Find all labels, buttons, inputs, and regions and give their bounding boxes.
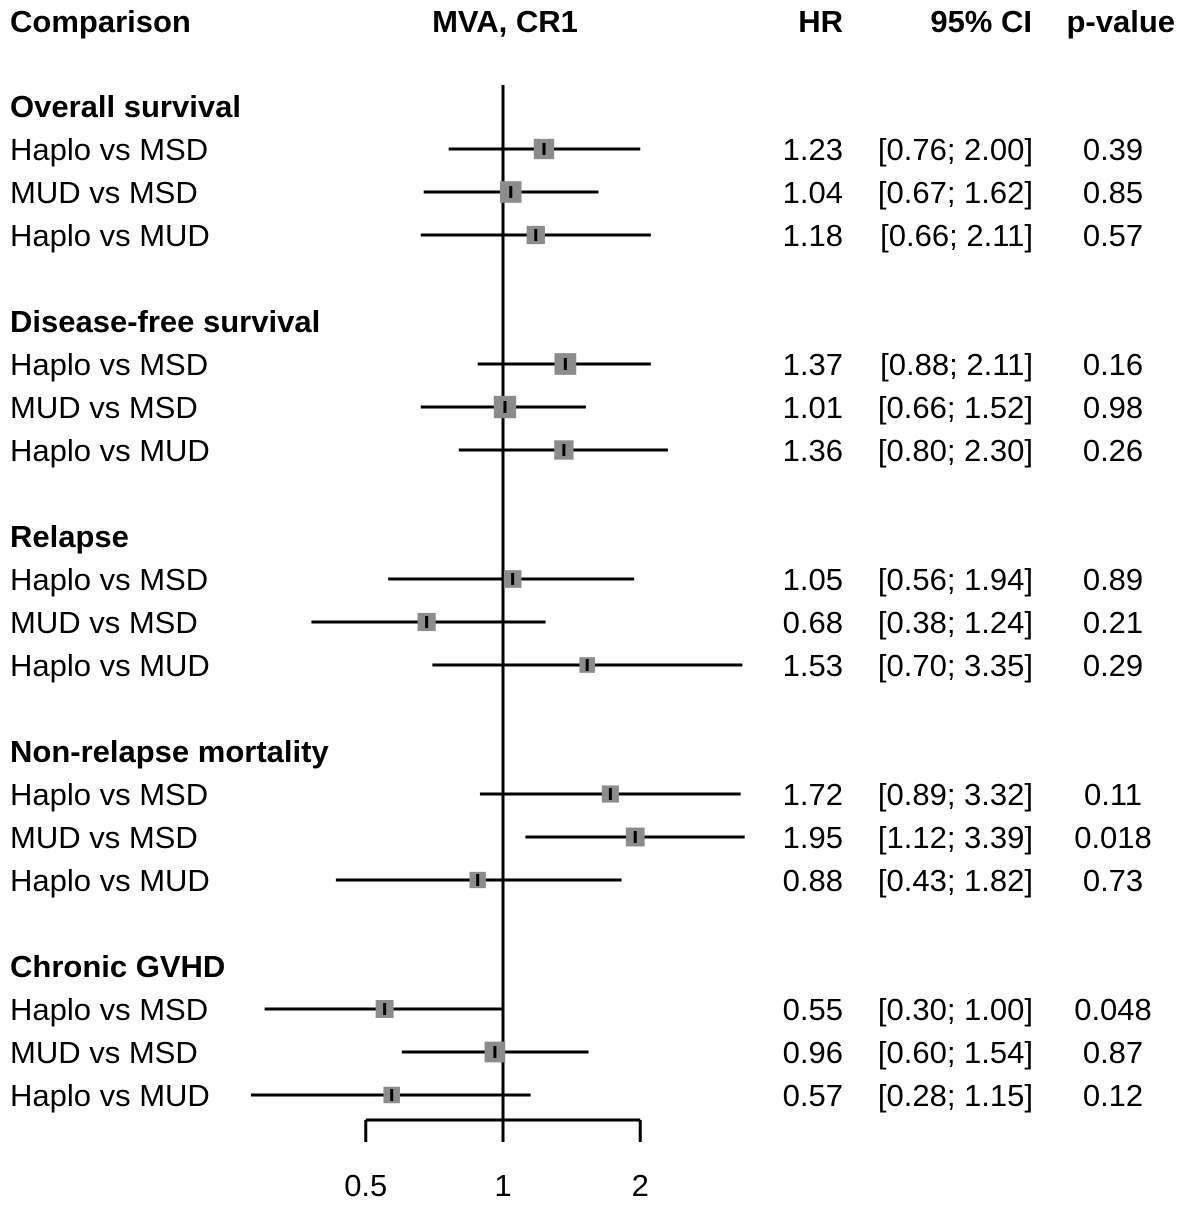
hr-value: 0.57 <box>783 1078 843 1113</box>
hr-value: 0.55 <box>783 992 843 1027</box>
p-value: 0.73 <box>1083 863 1143 898</box>
group-heading: Non-relapse mortality <box>10 734 329 769</box>
hr-value: 1.05 <box>783 562 843 597</box>
p-value: 0.98 <box>1083 390 1143 425</box>
ci-value: [0.66; 1.52] <box>878 390 1033 425</box>
x-axis: 0.5 1 2 <box>344 1118 649 1203</box>
p-value: 0.16 <box>1083 347 1143 382</box>
row-label: MUD vs MSD <box>10 1035 198 1070</box>
row-label: Haplo vs MSD <box>10 562 208 597</box>
p-value: 0.57 <box>1083 218 1143 253</box>
ci-value: [0.80; 2.30] <box>878 433 1033 468</box>
group-heading: Disease-free survival <box>10 304 320 339</box>
p-value: 0.018 <box>1074 820 1152 855</box>
ci-value: [0.88; 2.11] <box>880 347 1033 382</box>
x-tick-label: 2 <box>632 1168 649 1203</box>
ci-value: [0.56; 1.94] <box>878 562 1033 597</box>
ci-value: [1.12; 3.39] <box>878 820 1033 855</box>
hr-value: 0.68 <box>783 605 843 640</box>
hr-value: 0.88 <box>783 863 843 898</box>
row-label: Haplo vs MUD <box>10 1078 210 1113</box>
row-label: Haplo vs MUD <box>10 218 210 253</box>
header-ci: 95% CI <box>930 4 1032 39</box>
ci-value: [0.66; 2.11] <box>880 218 1033 253</box>
group-heading: Chronic GVHD <box>10 949 225 984</box>
row-label: MUD vs MSD <box>10 175 198 210</box>
row-label: Haplo vs MSD <box>10 132 208 167</box>
p-value: 0.11 <box>1084 777 1142 812</box>
group-heading: Relapse <box>10 519 129 554</box>
header-plot-title: MVA, CR1 <box>432 4 578 39</box>
header-p-value: p-value <box>1066 4 1175 39</box>
hr-value: 1.18 <box>783 218 843 253</box>
group-heading: Overall survival <box>10 89 241 124</box>
p-value: 0.29 <box>1083 648 1143 683</box>
p-value: 0.12 <box>1083 1078 1143 1113</box>
x-tick-label: 0.5 <box>344 1168 387 1203</box>
plot-layer: Overall survival Haplo vs MSD 1.23 [0.76; 2… <box>10 89 1152 1113</box>
hr-value: 1.72 <box>783 777 843 812</box>
header-hr: HR <box>798 4 843 39</box>
row-label: MUD vs MSD <box>10 390 198 425</box>
hr-value: 1.23 <box>783 132 843 167</box>
p-value: 0.048 <box>1074 992 1152 1027</box>
ci-value: [0.43; 1.82] <box>878 863 1033 898</box>
ci-value: [0.30; 1.00] <box>878 992 1033 1027</box>
row-label: MUD vs MSD <box>10 820 198 855</box>
row-label: Haplo vs MSD <box>10 992 208 1027</box>
ci-value: [0.89; 3.32] <box>878 777 1033 812</box>
ci-value: [0.70; 3.35] <box>878 648 1033 683</box>
row-label: Haplo vs MUD <box>10 648 210 683</box>
hr-value: 1.36 <box>783 433 843 468</box>
hr-value: 1.04 <box>783 175 843 210</box>
hr-value: 1.01 <box>783 390 843 425</box>
hr-value: 1.37 <box>783 347 843 382</box>
row-label: MUD vs MSD <box>10 605 198 640</box>
p-value: 0.85 <box>1083 175 1143 210</box>
row-label: Haplo vs MUD <box>10 863 210 898</box>
row-label: Haplo vs MSD <box>10 347 208 382</box>
p-value: 0.26 <box>1083 433 1143 468</box>
p-value: 0.21 <box>1083 605 1143 640</box>
hr-value: 0.96 <box>783 1035 843 1070</box>
ci-value: [0.60; 1.54] <box>878 1035 1033 1070</box>
p-value: 0.87 <box>1083 1035 1143 1070</box>
row-label: Haplo vs MSD <box>10 777 208 812</box>
p-value: 0.89 <box>1083 562 1143 597</box>
hr-value: 1.53 <box>783 648 843 683</box>
ci-value: [0.67; 1.62] <box>878 175 1033 210</box>
ci-value: [0.76; 2.00] <box>878 132 1033 167</box>
row-label: Haplo vs MUD <box>10 433 210 468</box>
ci-value: [0.28; 1.15] <box>878 1078 1033 1113</box>
ci-value: [0.38; 1.24] <box>878 605 1033 640</box>
hr-value: 1.95 <box>783 820 843 855</box>
x-tick-label: 1 <box>494 1168 511 1203</box>
p-value: 0.39 <box>1083 132 1143 167</box>
header-comparison: Comparison <box>10 4 191 39</box>
